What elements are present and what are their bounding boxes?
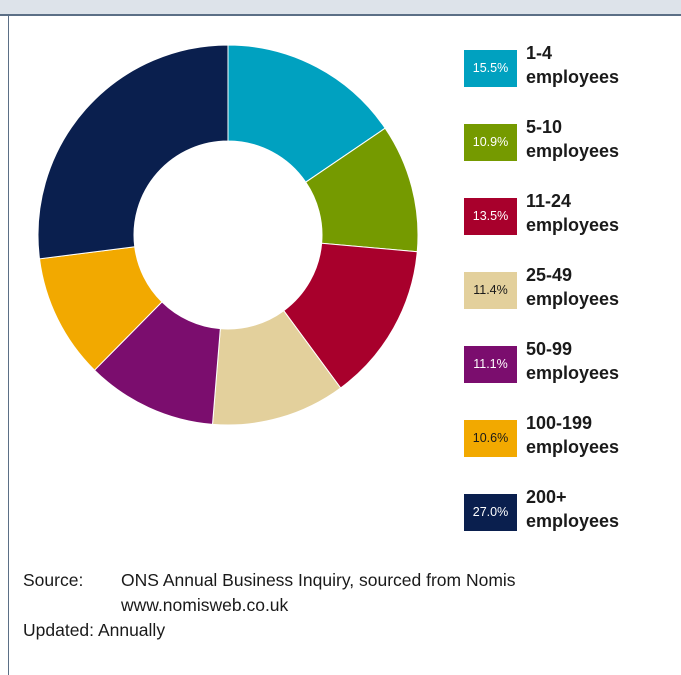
legend-swatch: 11.4%	[464, 272, 517, 309]
legend-category: 1-4	[526, 43, 553, 63]
donut-slice-200-plus	[37, 44, 229, 260]
legend-unit: employees	[526, 67, 620, 87]
legend-unit: employees	[526, 437, 620, 457]
legend-item: 27.0% 200+ employees	[464, 485, 674, 538]
legend-item: 13.5% 11-24 employees	[464, 189, 674, 242]
legend-category: 200+	[526, 487, 567, 507]
legend-category: 100-199	[526, 413, 593, 433]
header-band	[0, 0, 681, 16]
updated-label: Updated: Annually	[23, 620, 166, 640]
legend-item: 11.1% 50-99 employees	[464, 337, 674, 390]
updated-value: Annually	[97, 620, 166, 640]
legend-unit: employees	[526, 511, 620, 531]
legend-unit: employees	[526, 141, 620, 161]
legend-swatch: 10.6%	[464, 420, 517, 457]
legend-item: 15.5% 1-4 employees	[464, 41, 674, 94]
source-url: www.nomisweb.co.uk	[121, 595, 289, 615]
legend-label: 5-10 employees	[526, 115, 619, 163]
legend-category: 50-99	[526, 339, 573, 359]
legend-item: 11.4% 25-49 employees	[464, 263, 674, 316]
legend-category: 5-10	[526, 117, 563, 137]
legend-item: 10.6% 100-199 employees	[464, 411, 674, 464]
legend-swatch: 13.5%	[464, 198, 517, 235]
legend-label: 100-199 employees	[526, 411, 619, 459]
source-label: Source:	[23, 570, 84, 590]
legend-unit: employees	[526, 363, 620, 383]
legend-swatch: 27.0%	[464, 494, 517, 531]
donut-slice-1-4	[227, 44, 386, 183]
donut-slice-11-24	[283, 242, 418, 389]
legend-label: 50-99 employees	[526, 337, 619, 385]
legend-label: 25-49 employees	[526, 263, 619, 311]
legend-swatch: 10.9%	[464, 124, 517, 161]
legend-unit: employees	[526, 289, 620, 309]
legend-category: 25-49	[526, 265, 573, 285]
legend-category: 11-24	[526, 191, 572, 211]
legend-unit: employees	[526, 215, 620, 235]
legend-swatch: 15.5%	[464, 50, 517, 87]
legend-item: 10.9% 5-10 employees	[464, 115, 674, 168]
source-text: ONS Annual Business Inquiry, sourced fro…	[121, 570, 516, 590]
legend-swatch: 11.1%	[464, 346, 517, 383]
legend-label: 200+ employees	[526, 485, 619, 533]
legend-label: 1-4 employees	[526, 41, 619, 89]
left-border	[8, 14, 9, 675]
legend-label: 11-24 employees	[526, 189, 619, 237]
